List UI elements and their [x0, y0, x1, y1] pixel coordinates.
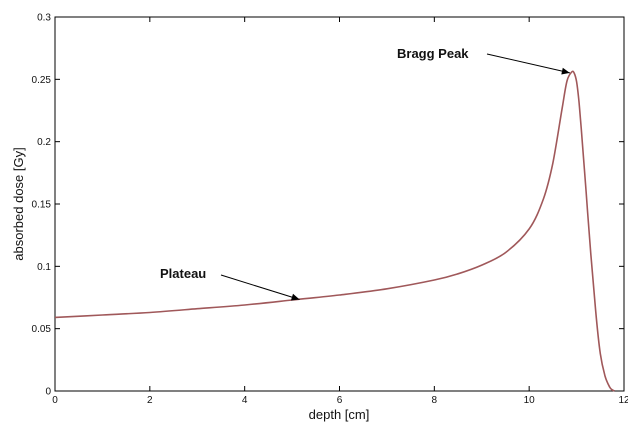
x-tick-label-2: 4	[242, 395, 248, 406]
x-tick-label-4: 8	[432, 395, 438, 406]
x-axis-label: depth [cm]	[309, 407, 370, 422]
annotation-arrow-head-1	[290, 293, 300, 301]
y-axis-label: absorbed dose [Gy]	[11, 147, 26, 260]
y-tick-label-0: 0	[45, 387, 51, 398]
x-tick-label-0: 0	[52, 395, 58, 406]
plot-area	[54, 16, 625, 392]
x-tick-label-1: 2	[147, 395, 153, 406]
y-tick-label-1: 0.05	[32, 324, 52, 335]
annotation-arrow-line-0	[486, 53, 570, 74]
x-tick-label-6: 12	[618, 395, 628, 406]
x-tick-label-3: 6	[337, 395, 343, 406]
dose-curve-line	[54, 70, 615, 392]
annotation-label-0: Bragg Peak	[397, 46, 469, 61]
y-tick-label-3: 0.15	[32, 200, 52, 211]
annotation-label-1: Plateau	[160, 266, 206, 281]
annotation-arrow-line-1	[220, 274, 300, 300]
y-tick-label-5: 0.25	[32, 75, 52, 86]
y-tick-label-2: 0.1	[37, 262, 51, 273]
y-tick-label-6: 0.3	[37, 13, 51, 24]
x-tick-label-5: 10	[524, 395, 536, 406]
annotation-arrow-head-0	[561, 67, 570, 75]
y-tick-label-4: 0.2	[37, 137, 51, 148]
